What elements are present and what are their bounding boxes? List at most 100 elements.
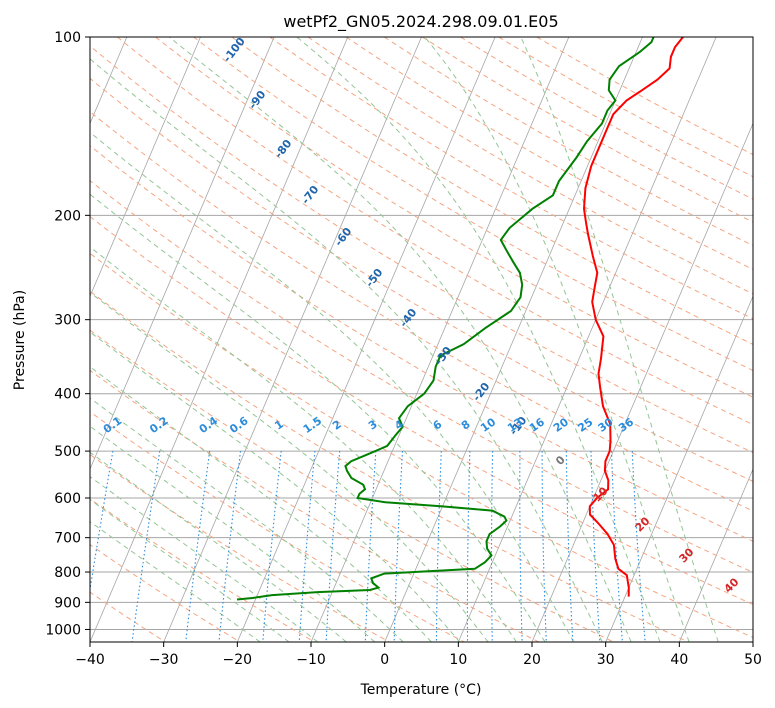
isotherm--60 xyxy=(90,37,201,298)
dry-adiabat xyxy=(155,37,753,398)
x-tick-label: 20 xyxy=(523,652,541,668)
moist-adiabat xyxy=(520,37,719,642)
series-line-0 xyxy=(582,37,684,597)
axis-ticks: −40 −30 −20 −10 0 10 20 30 40 5010020030040050060… xyxy=(45,30,762,668)
mixing-ratio-label: 0.6 xyxy=(227,414,251,436)
chart-title: wetPf2_GN05.2024.298.09.01.E05 xyxy=(283,12,558,32)
mixing-ratio-line xyxy=(435,451,442,642)
dry-adiabat xyxy=(90,45,753,454)
isotherm--20 xyxy=(236,37,496,642)
dry-adiabat xyxy=(231,37,753,345)
y-tick-label: 500 xyxy=(54,444,81,460)
dry-adiabat xyxy=(345,37,753,270)
mixing-ratio-label: 8 xyxy=(459,418,473,433)
moist-adiabat xyxy=(90,193,546,642)
x-axis-label: Temperature (°C) xyxy=(360,682,482,698)
dry-adiabat xyxy=(90,290,689,642)
mixing-ratio-label: 30 xyxy=(596,415,616,435)
moist-adiabat-label: 20 xyxy=(633,514,653,534)
isotherm--30 xyxy=(163,37,422,642)
dry-adiabat xyxy=(460,37,753,200)
mixing-ratio-line xyxy=(541,451,547,642)
dry-adiabat xyxy=(90,329,614,642)
mixing-ratio-label: 0.4 xyxy=(197,414,221,436)
mixing-ratio-line xyxy=(565,451,574,642)
mixing-ratio-label: 3 xyxy=(366,418,380,433)
mixing-ratio-line xyxy=(466,451,471,642)
dry-adiabat-label: -40 xyxy=(397,306,420,330)
mixing-ratio-label: 1.5 xyxy=(301,414,324,436)
dry-adiabat-label: -70 xyxy=(299,183,322,207)
mixing-ratio-line xyxy=(90,451,114,594)
x-tick-label: −20 xyxy=(223,652,253,668)
moist-adiabat xyxy=(90,331,461,642)
plot-frame xyxy=(89,36,754,643)
mixing-ratio-label: 36 xyxy=(616,415,636,435)
y-tick-label: 600 xyxy=(54,491,81,507)
dry-adiabat-label: -80 xyxy=(272,137,295,161)
moist-adiabat xyxy=(90,366,432,642)
isotherm-40 xyxy=(678,468,753,642)
dry-adiabat xyxy=(90,215,753,606)
isotherm-0 xyxy=(384,37,643,642)
dry-adiabat xyxy=(117,37,753,426)
y-tick-label: 900 xyxy=(54,595,81,611)
y-tick-label: 100 xyxy=(54,30,81,46)
moist-adiabat xyxy=(90,451,347,642)
x-tick-label: 30 xyxy=(597,652,615,668)
dry-adiabat-label: -60 xyxy=(332,225,355,249)
y-tick-label: 1000 xyxy=(45,622,81,638)
mixing-ratio-lines xyxy=(90,451,646,642)
plot-area: -100-90-80-70-60-50-40-30-20-10010203040… xyxy=(90,35,753,642)
isotherm--10 xyxy=(310,37,570,642)
y-tick-label: 800 xyxy=(54,565,81,581)
x-tick-label: −40 xyxy=(75,652,105,668)
dry-adiabat-label: -20 xyxy=(470,380,493,404)
mixing-ratio-line xyxy=(218,451,242,642)
mixing-ratio-label: 0.2 xyxy=(147,414,170,436)
mixing-ratio-label: 2 xyxy=(330,418,344,433)
dry-adiabat xyxy=(307,37,753,295)
mixing-ratio-line xyxy=(325,451,341,642)
mixing-ratio-label: 16 xyxy=(527,415,547,435)
mixing-ratio-label: 4 xyxy=(392,417,406,432)
y-tick-label: 200 xyxy=(54,208,81,224)
mixing-ratio-line xyxy=(631,451,646,642)
y-tick-label: 300 xyxy=(54,313,81,329)
mixing-ratio-line xyxy=(364,451,377,642)
moist-adiabat-lines xyxy=(90,37,719,642)
mixing-ratio-line xyxy=(262,451,282,642)
moist-adiabat xyxy=(90,58,603,642)
moist-adiabat xyxy=(424,37,690,642)
dry-adiabat xyxy=(90,411,465,642)
dry-adiabat xyxy=(90,111,753,512)
dry-adiabat-label: -100 xyxy=(221,35,248,65)
mixing-ratio-label: 0.1 xyxy=(101,414,124,436)
moist-adiabat xyxy=(168,37,632,642)
mixing-ratio-line xyxy=(131,451,161,642)
moist-adiabat xyxy=(90,291,489,642)
x-tick-label: 40 xyxy=(670,652,688,668)
mixing-ratio-line xyxy=(519,451,523,642)
moist-adiabat xyxy=(296,37,661,642)
dry-adiabat-label: -50 xyxy=(363,266,386,290)
pressure-gridlines xyxy=(90,37,753,630)
isotherm-lines xyxy=(90,37,753,642)
dry-adiabat xyxy=(90,369,540,642)
mixing-ratio-line xyxy=(590,451,601,642)
dry-adiabat xyxy=(90,544,241,642)
dry-adiabat xyxy=(90,498,315,642)
x-tick-label: 50 xyxy=(744,652,762,668)
isotherm--40 xyxy=(90,37,349,642)
moist-adiabat xyxy=(90,425,376,642)
moist-adiabat xyxy=(90,476,319,642)
isotherm--50 xyxy=(90,37,275,471)
dry-adiabat xyxy=(384,37,753,247)
mixing-ratio-line xyxy=(185,451,211,642)
y-tick-label: 700 xyxy=(54,531,81,547)
isotherm-50 xyxy=(752,640,753,642)
y-tick-label: 400 xyxy=(54,387,81,403)
mixing-ratio-line xyxy=(298,451,316,642)
moist-adiabat xyxy=(90,246,517,642)
